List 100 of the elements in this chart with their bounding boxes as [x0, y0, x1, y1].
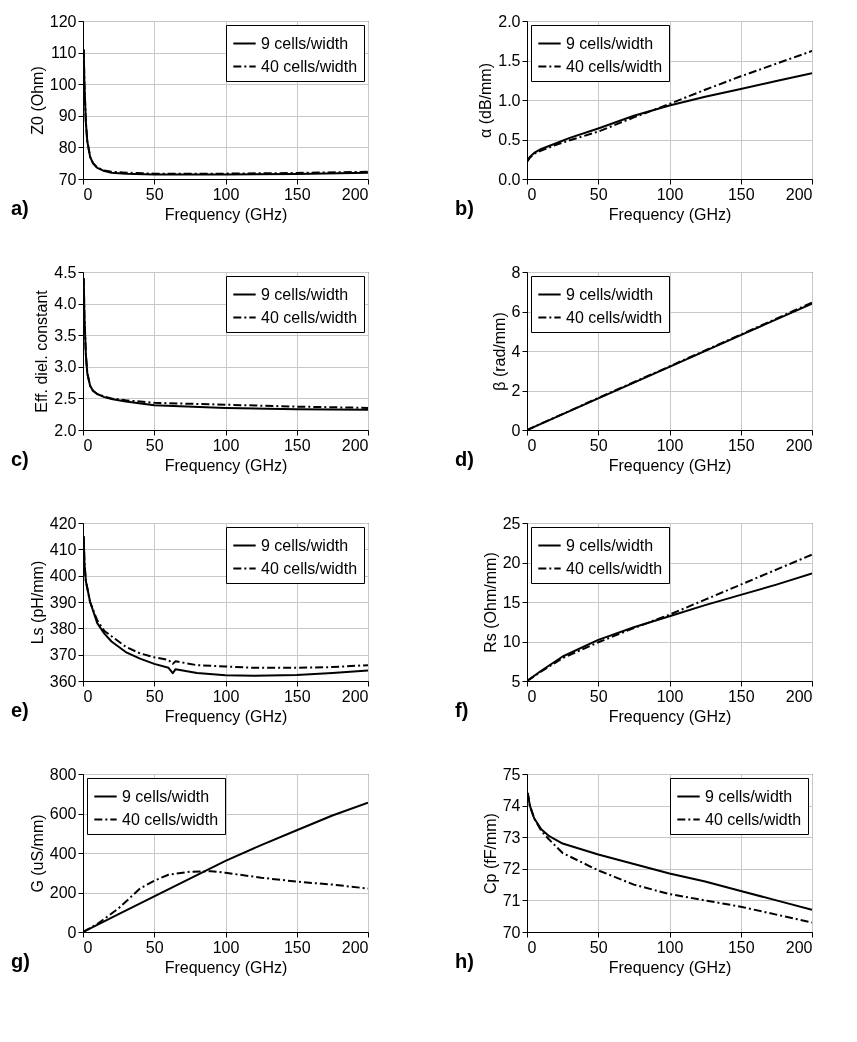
- x-tick-label: 100: [656, 185, 684, 203]
- x-tick-label: 100: [656, 938, 684, 956]
- x-tick-label: 50: [145, 436, 164, 454]
- y-tick-label: 380: [49, 619, 77, 637]
- x-tick-label: 0: [83, 436, 93, 454]
- y-tick-label: 600: [49, 805, 77, 822]
- y-tick-label: 2: [511, 382, 521, 399]
- y-tick-label: 80: [58, 138, 77, 156]
- y-axis-title: Ls (pH/mm): [28, 560, 46, 645]
- text: b): [455, 197, 474, 219]
- x-tick-label: 150: [727, 185, 755, 203]
- legend-label: 40 cells/width: [261, 57, 358, 75]
- x-tick-label: 200: [341, 687, 369, 705]
- x-tick-label: 200: [341, 436, 369, 454]
- legend-label: 40 cells/width: [566, 57, 663, 75]
- y-tick-label: 4: [511, 342, 521, 360]
- y-tick-label: 20: [502, 554, 521, 571]
- y-tick-label: 400: [49, 844, 77, 862]
- x-tick-label: 150: [283, 185, 311, 203]
- y-tick-label: 72: [502, 860, 521, 878]
- x-tick-label: 100: [212, 938, 240, 956]
- y-tick-label: 410: [49, 540, 77, 558]
- y-tick-label: 0: [67, 923, 77, 941]
- y-tick-label: 0: [511, 421, 521, 439]
- y-tick-label: 3.5: [54, 326, 77, 344]
- x-tick-label: 0: [83, 687, 93, 705]
- y-tick-label: 3.0: [54, 358, 77, 376]
- y-tick-label: 0.0: [498, 170, 521, 188]
- y-tick-label: 73: [502, 828, 521, 846]
- x-tick-label: 150: [283, 687, 311, 705]
- x-tick-label: 0: [527, 687, 537, 705]
- x-tick-label: 50: [589, 185, 608, 203]
- x-tick-label: 150: [727, 436, 755, 454]
- y-tick-label: 420: [49, 514, 77, 532]
- y-tick-label: 100: [49, 75, 77, 93]
- x-tick-label: 100: [656, 687, 684, 705]
- y-axis-title: Eff. diel. constant: [33, 289, 51, 413]
- y-tick-label: 2.0: [498, 12, 521, 30]
- text: c): [11, 448, 29, 470]
- x-axis-title: Frequency (GHz): [608, 707, 732, 725]
- x-tick-label: 200: [785, 938, 813, 956]
- x-tick-label: 50: [145, 687, 164, 705]
- x-tick-label: 150: [283, 436, 311, 454]
- legend-label: 9 cells/width: [705, 787, 793, 805]
- y-tick-label: 120: [49, 12, 77, 30]
- x-axis-title: Frequency (GHz): [164, 456, 288, 474]
- text: g): [11, 950, 30, 972]
- x-tick-label: 50: [145, 185, 164, 203]
- legend-label: 9 cells/width: [566, 34, 654, 52]
- y-tick-label: 4.0: [54, 295, 77, 313]
- legend-label: 9 cells/width: [566, 536, 654, 554]
- y-tick-label: 90: [58, 107, 77, 125]
- text: d): [455, 448, 474, 470]
- x-tick-label: 100: [656, 436, 684, 454]
- x-tick-label: 100: [212, 436, 240, 454]
- x-tick-label: 150: [727, 938, 755, 956]
- y-tick-label: 74: [502, 797, 521, 815]
- y-tick-label: 75: [502, 765, 521, 783]
- legend-label: 9 cells/width: [566, 285, 654, 303]
- y-tick-label: 25: [502, 514, 521, 532]
- y-axis-title: G (uS/mm): [28, 814, 46, 893]
- y-tick-label: 15: [502, 593, 521, 611]
- y-tick-label: 2.0: [54, 421, 77, 439]
- y-tick-label: 6: [511, 303, 521, 320]
- x-tick-label: 50: [145, 938, 164, 956]
- y-tick-label: 800: [49, 765, 77, 783]
- x-tick-label: 200: [785, 687, 813, 705]
- legend-label: 40 cells/width: [566, 559, 663, 577]
- x-tick-label: 0: [527, 938, 537, 956]
- x-axis-title: Frequency (GHz): [608, 205, 732, 223]
- x-tick-label: 50: [589, 687, 608, 705]
- y-tick-label: 10: [502, 633, 521, 650]
- y-tick-label: 390: [49, 593, 77, 611]
- y-tick-label: 8: [511, 263, 521, 281]
- text: h): [455, 950, 474, 972]
- x-tick-label: 200: [785, 436, 813, 454]
- y-tick-label: 71: [502, 891, 521, 909]
- legend-label: 9 cells/width: [122, 787, 210, 805]
- legend-label: 40 cells/width: [122, 810, 219, 828]
- y-tick-label: 5: [511, 672, 521, 690]
- y-axis-title: α (dB/mm): [477, 62, 495, 139]
- legend-label: 9 cells/width: [261, 34, 349, 52]
- legend-label: 40 cells/width: [261, 308, 358, 326]
- x-tick-label: 0: [83, 938, 93, 956]
- y-tick-label: 70: [502, 923, 521, 941]
- x-tick-label: 100: [212, 185, 240, 203]
- y-tick-label: 4.5: [54, 263, 77, 281]
- y-tick-label: 110: [50, 44, 77, 62]
- y-tick-label: 360: [49, 672, 77, 690]
- x-tick-label: 100: [212, 687, 240, 705]
- x-tick-label: 150: [283, 938, 311, 956]
- x-tick-label: 50: [589, 436, 608, 454]
- y-tick-label: 200: [49, 884, 77, 901]
- legend-label: 40 cells/width: [705, 810, 802, 828]
- legend-label: 9 cells/width: [261, 285, 349, 303]
- x-tick-label: 200: [785, 185, 813, 203]
- y-axis-title: Z0 (Ohm): [28, 66, 46, 135]
- legend-label: 40 cells/width: [566, 308, 663, 326]
- x-tick-label: 0: [527, 185, 537, 203]
- y-tick-label: 2.5: [54, 389, 77, 407]
